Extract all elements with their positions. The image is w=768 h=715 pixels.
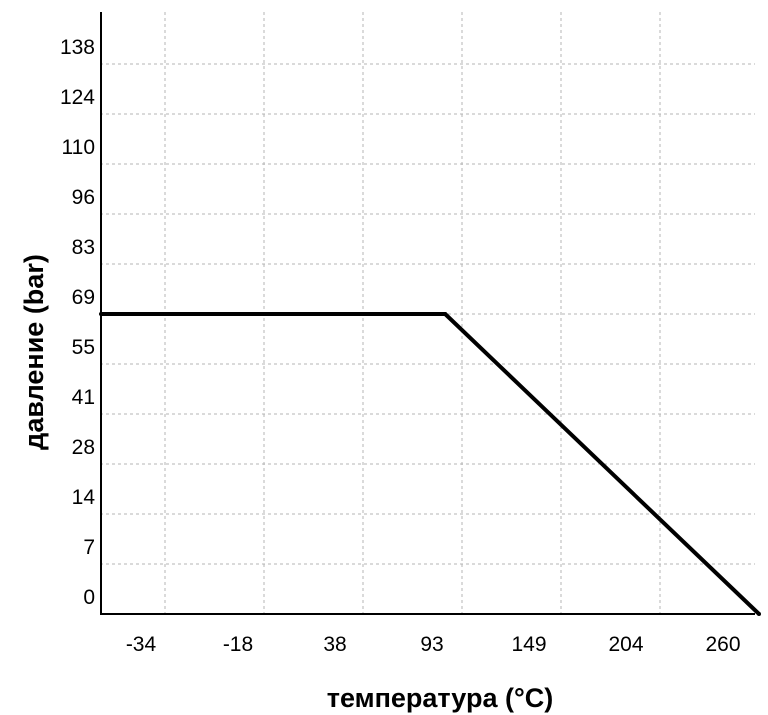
x-tick-label: 93 [420,633,443,656]
y-tick-label: 110 [62,136,95,159]
y-tick-label: 138 [60,36,95,59]
series-point [99,312,103,316]
x-tick-label: -18 [223,633,253,656]
y-tick-label: 55 [72,336,95,359]
y-tick-label: 96 [72,186,95,209]
y-axis-title: давление (bar) [19,254,49,450]
y-tick-label: 41 [72,386,95,409]
tick-labels: -34 -18 38 93 149 204 260 0 7 14 28 41 55 69 83 96 110 12… [60,36,741,656]
y-tick-label: 0 [83,586,95,609]
x-tick-label: -34 [126,633,157,656]
x-tick-label: 38 [323,633,346,656]
x-tick-label: 149 [511,633,546,656]
y-tick-label: 124 [60,86,95,109]
y-tick-label: 14 [72,486,96,509]
y-tick-label: 83 [72,236,95,259]
x-tick-label: 260 [705,633,740,656]
x-tick-label: 204 [608,633,643,656]
data-series [99,312,761,616]
y-tick-label: 28 [72,436,95,459]
x-axis-title: температура (°C) [327,683,554,713]
series-point [757,612,761,616]
series-point [443,312,448,316]
y-tick-label: 69 [72,286,95,309]
y-tick-label: 7 [83,536,95,559]
